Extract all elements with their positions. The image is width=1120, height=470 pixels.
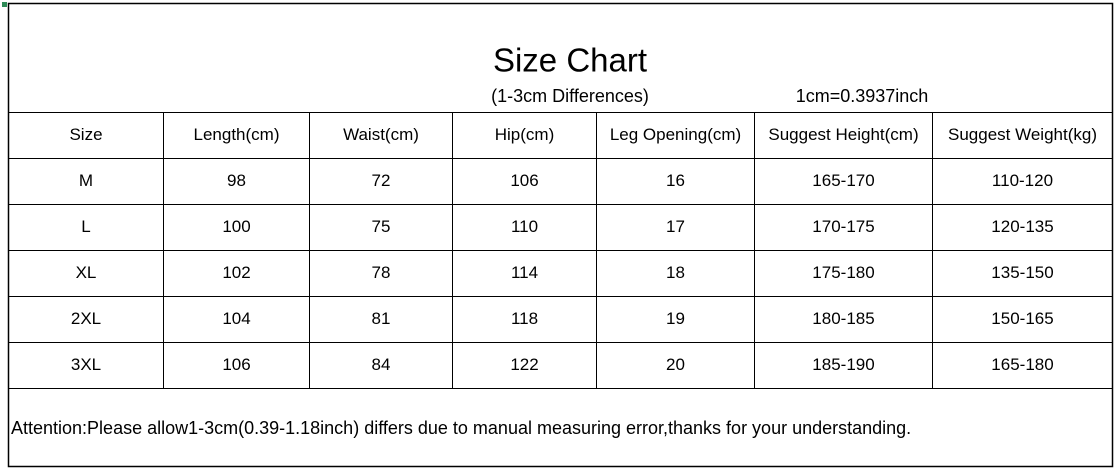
table-cell: 118 bbox=[511, 309, 538, 328]
column-header: Hip(cm) bbox=[495, 125, 555, 144]
table-cell: 17 bbox=[666, 217, 685, 236]
table-cell: 135-150 bbox=[991, 263, 1053, 282]
table-cell: 16 bbox=[666, 171, 685, 190]
table-cell: 165-170 bbox=[812, 171, 874, 190]
title: Size Chart bbox=[493, 42, 647, 79]
table-cell: 3XL bbox=[71, 355, 101, 374]
conversion: 1cm=0.3937inch bbox=[796, 86, 929, 106]
table-cell: 2XL bbox=[71, 309, 101, 328]
table-cell: 120-135 bbox=[991, 217, 1053, 236]
table-cell: 81 bbox=[372, 309, 391, 328]
footer-note: Attention:Please allow1-3cm(0.39-1.18inc… bbox=[11, 418, 911, 438]
table-cell: 104 bbox=[222, 309, 250, 328]
table-cell: 72 bbox=[372, 171, 391, 190]
table-cell: 110 bbox=[511, 217, 538, 236]
table-cell: 100 bbox=[222, 217, 250, 236]
table-cell: 102 bbox=[222, 263, 250, 282]
table-cell: 175-180 bbox=[812, 263, 874, 282]
table-cell: 20 bbox=[666, 355, 685, 374]
table-cell: XL bbox=[76, 263, 97, 282]
table-cell: 122 bbox=[510, 355, 538, 374]
table-cell: 18 bbox=[666, 263, 685, 282]
outer-border bbox=[7, 2, 1114, 468]
table-cell: 106 bbox=[510, 171, 538, 190]
table-cell: 98 bbox=[227, 171, 246, 190]
table-cell: 114 bbox=[511, 263, 538, 282]
table-cell: 150-165 bbox=[991, 309, 1053, 328]
table-cell: 185-190 bbox=[812, 355, 874, 374]
table-cell: 180-185 bbox=[812, 309, 874, 328]
table-cell: 84 bbox=[372, 355, 391, 374]
table-cell: M bbox=[79, 171, 93, 190]
corner-mark bbox=[2, 2, 7, 7]
table-cell: L bbox=[81, 217, 90, 236]
subtitle: (1-3cm Differences) bbox=[491, 86, 649, 106]
table-cell: 106 bbox=[222, 355, 250, 374]
table-cell: 170-175 bbox=[812, 217, 874, 236]
column-header: Suggest Weight(kg) bbox=[948, 125, 1097, 144]
column-header: Waist(cm) bbox=[343, 125, 419, 144]
column-header: Leg Opening(cm) bbox=[610, 125, 741, 144]
table-cell: 19 bbox=[666, 309, 685, 328]
column-header: Size bbox=[69, 125, 102, 144]
column-header: Length(cm) bbox=[194, 125, 280, 144]
table-cell: 110-120 bbox=[992, 171, 1053, 190]
table-cell: 75 bbox=[372, 217, 391, 236]
table-cell: 78 bbox=[372, 263, 391, 282]
column-header: Suggest Height(cm) bbox=[768, 125, 918, 144]
table: Size Length(cm) Waist(cm) Hip(cm) Leg Openin… bbox=[8, 112, 1113, 389]
table-cell: 165-180 bbox=[991, 355, 1053, 374]
